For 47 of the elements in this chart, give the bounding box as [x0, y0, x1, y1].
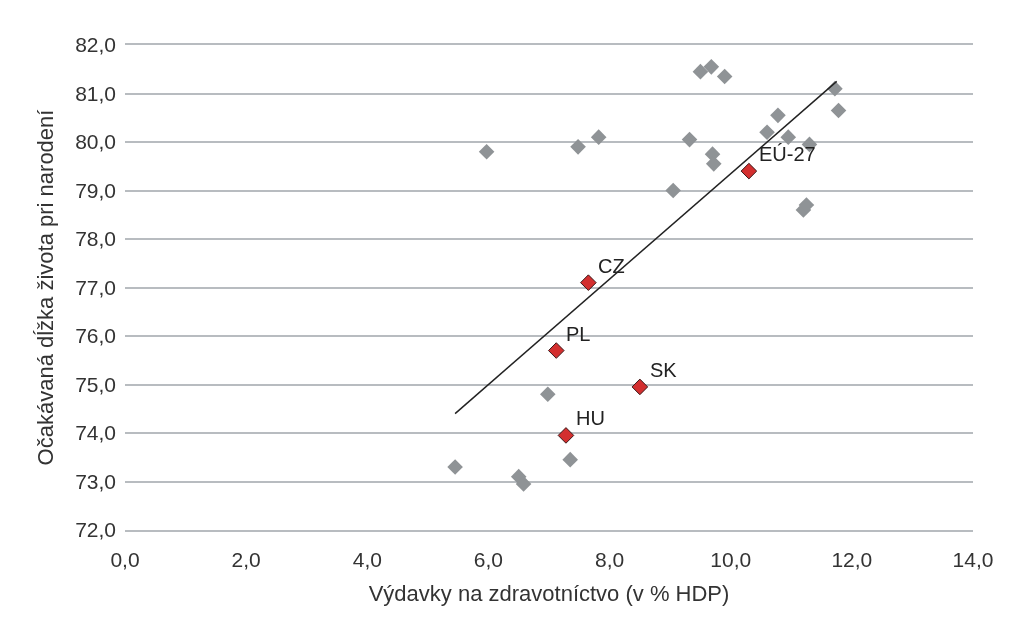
annotation: EÚ-27: [759, 143, 816, 165]
x-tick-label: 12,0: [831, 548, 873, 572]
point: [759, 124, 775, 141]
annotation: SK: [650, 359, 678, 381]
point: [740, 162, 758, 180]
x-tick-label: 10,0: [710, 548, 752, 572]
point: [681, 131, 698, 148]
annotation: PL: [566, 323, 591, 345]
point: [692, 63, 709, 80]
y-axis-title: Očakávaná dĺžka života pri narodení: [32, 109, 58, 466]
annotation: CZ: [598, 255, 625, 277]
point: [570, 139, 586, 155]
y-tick-label: 78,0: [75, 227, 116, 251]
y-tick-label: 77,0: [75, 275, 116, 299]
point: [539, 386, 556, 402]
point: [447, 459, 463, 475]
point: [580, 274, 597, 291]
y-tick-label: 80,0: [75, 130, 116, 154]
y-tick-label: 82,0: [75, 33, 116, 57]
x-tick-label: 4,0: [352, 548, 382, 572]
x-tick-label: 14,0: [952, 548, 994, 572]
x-tick-label: 2,0: [231, 548, 261, 572]
y-tick-label: 76,0: [75, 324, 116, 348]
y-tick-label: 79,0: [75, 178, 116, 202]
point: [547, 342, 565, 359]
x-tick-label: 0,0: [110, 548, 140, 572]
x-tick-label: 6,0: [473, 548, 504, 572]
y-tick-label: 73,0: [75, 469, 116, 493]
point: [631, 378, 649, 396]
y-tick-label: 81,0: [75, 81, 116, 105]
point: [562, 451, 578, 468]
point: [716, 68, 733, 85]
y-tick-label: 74,0: [75, 421, 116, 445]
point: [705, 156, 722, 172]
y-tick-label: 75,0: [75, 372, 116, 396]
annotation: HU: [576, 407, 605, 429]
point: [478, 143, 495, 160]
x-tick-label: 8,0: [594, 548, 625, 572]
point: [665, 182, 681, 199]
point: [703, 59, 720, 75]
x-axis-title: Výdavky na zdravotníctvo (v % HDP): [368, 580, 730, 606]
y-tick-label: 72,0: [75, 518, 116, 542]
point: [515, 476, 532, 492]
point: [830, 102, 847, 119]
point: [770, 107, 786, 124]
point: [557, 427, 575, 444]
point: [590, 129, 607, 145]
